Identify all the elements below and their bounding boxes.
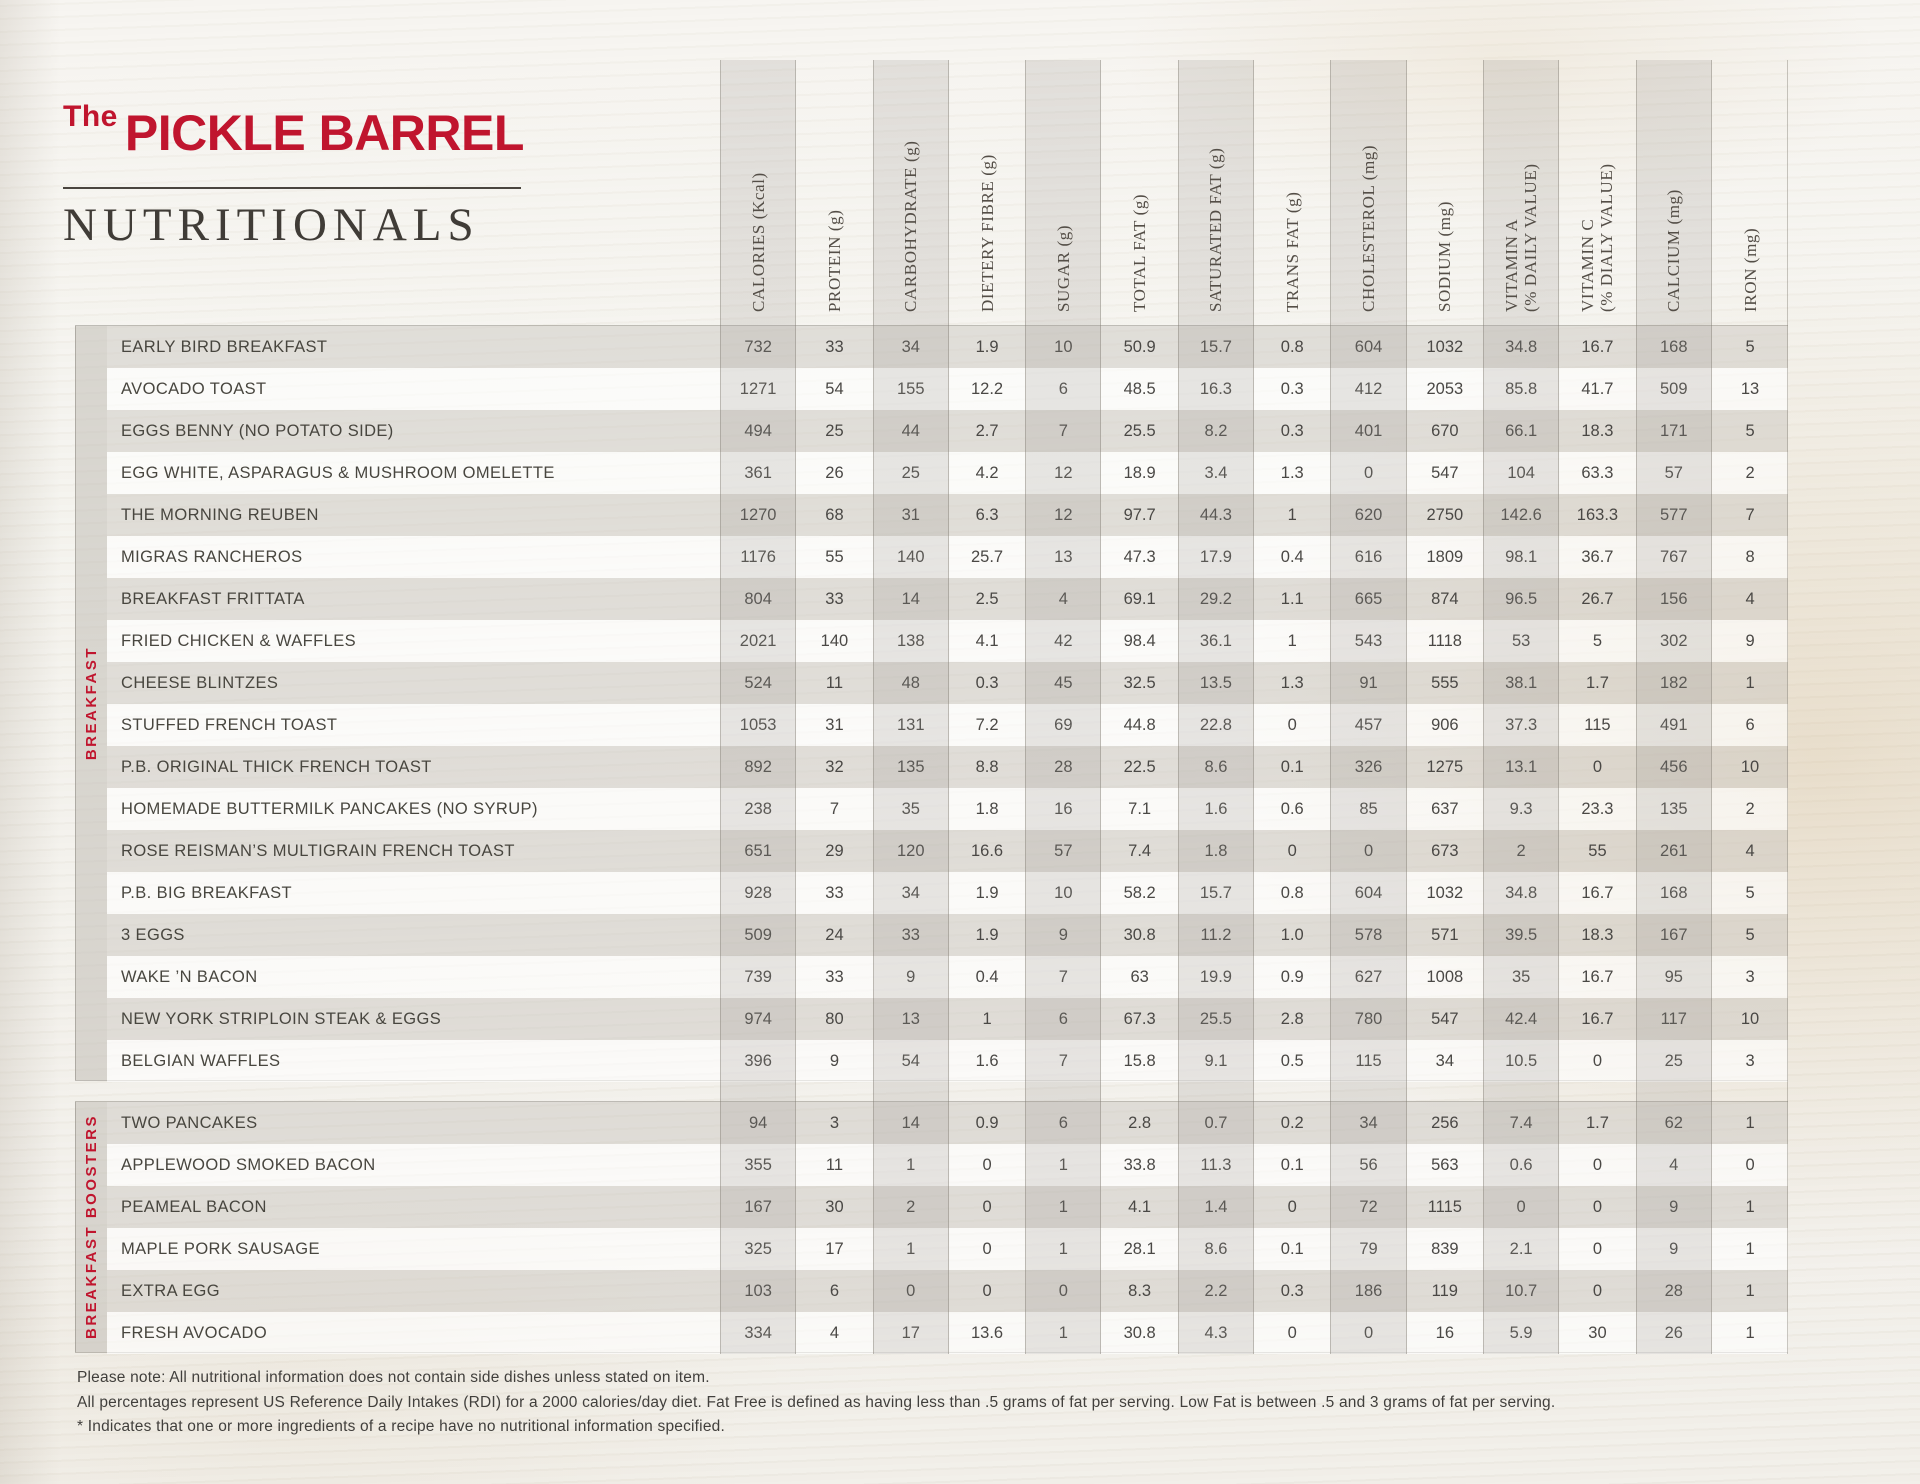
brand-wordmark: ThePICKLE BARREL [63, 86, 523, 177]
column-header-line: CARBOHYDRATE (g) [901, 60, 920, 312]
item-name: MIGRAS RANCHEROS [121, 536, 303, 578]
item-name: FRESH AVOCADO [121, 1312, 267, 1354]
item-name: ROSE REISMAN’S MULTIGRAIN FRENCH TOAST [121, 830, 515, 872]
item-name: P.B. ORIGINAL THICK FRENCH TOAST [121, 746, 432, 788]
brand-logo: ThePICKLE BARREL NUTRITIONALS [63, 86, 523, 252]
column-header-label: CHOLESTEROL (mg) [1359, 60, 1378, 312]
column-header-6: SATURATED FAT (g) [1178, 60, 1254, 312]
item-name: PEAMEAL BACON [121, 1186, 267, 1228]
item-name: WAKE ’N BACON [121, 956, 258, 998]
column-header-1: PROTEIN (g) [796, 60, 872, 312]
column-header-label: IRON (mg) [1741, 60, 1760, 312]
item-name: STUFFED FRENCH TOAST [121, 704, 337, 746]
column-header-line: SUGAR (g) [1054, 60, 1073, 312]
logo-divider [63, 187, 521, 189]
column-header-line: (% DAILY VALUE) [1521, 60, 1540, 312]
item-name: MAPLE PORK SAUSAGE [121, 1228, 320, 1270]
column-header-line: TRANS FAT (g) [1283, 60, 1302, 312]
footnote-line: All percentages represent US Reference D… [77, 1391, 1555, 1416]
item-name: AVOCADO TOAST [121, 368, 266, 410]
item-name: EXTRA EGG [121, 1270, 220, 1312]
column-header-line: VITAMIN C [1578, 60, 1597, 312]
column-header-label: PROTEIN (g) [825, 60, 844, 312]
column-header-line: SODIUM (mg) [1435, 60, 1454, 312]
item-name: BELGIAN WAFFLES [121, 1040, 280, 1082]
column-header-label: VITAMIN A(% DAILY VALUE) [1502, 60, 1540, 312]
section-label: BREAKFAST [83, 646, 100, 760]
column-header-line: CHOLESTEROL (mg) [1359, 60, 1378, 312]
column-header-line: DIETERY FIBRE (g) [978, 60, 997, 312]
column-header-label: SODIUM (mg) [1435, 60, 1454, 312]
item-name: TWO PANCAKES [121, 1102, 258, 1144]
column-header-4: SUGAR (g) [1025, 60, 1101, 312]
nutritionals-sheet: ThePICKLE BARREL NUTRITIONALS CALORIES (… [0, 0, 1920, 1484]
item-name: P.B. BIG BREAKFAST [121, 872, 292, 914]
brand-name: PICKLE BARREL [125, 105, 524, 161]
item-name: CHEESE BLINTZES [121, 662, 278, 704]
brand-prefix: The [63, 100, 118, 133]
column-header-line: (% DIALY VALUE) [1597, 60, 1616, 312]
item-name: EARLY BIRD BREAKFAST [121, 326, 327, 368]
column-header-label: VITAMIN C(% DIALY VALUE) [1578, 60, 1616, 312]
column-header-line: TOTAL FAT (g) [1130, 60, 1149, 312]
column-header-0: CALORIES (Kcal) [720, 60, 796, 312]
column-header-13: IRON (mg) [1712, 60, 1788, 312]
column-header-2: CARBOHYDRATE (g) [873, 60, 949, 312]
footnote-line: Please note: All nutritional information… [77, 1366, 1555, 1391]
item-name: NEW YORK STRIPLOIN STEAK & EGGS [121, 998, 441, 1040]
item-name: THE MORNING REUBEN [121, 494, 319, 536]
footnote-line: * Indicates that one or more ingredients… [77, 1415, 1555, 1440]
column-header-line: IRON (mg) [1741, 60, 1760, 312]
column-header-line: CALORIES (Kcal) [749, 60, 768, 312]
column-header-line: VITAMIN A [1502, 60, 1521, 312]
column-header-label: TOTAL FAT (g) [1130, 60, 1149, 312]
column-header-label: DIETERY FIBRE (g) [978, 60, 997, 312]
item-name: EGGS BENNY (NO POTATO SIDE) [121, 410, 394, 452]
column-header-label: CALORIES (Kcal) [749, 60, 768, 312]
column-header-label: SUGAR (g) [1054, 60, 1073, 312]
column-header-line: CALCIUM (mg) [1664, 60, 1683, 312]
column-header-10: VITAMIN A(% DAILY VALUE) [1483, 60, 1559, 312]
page-title: NUTRITIONALS [63, 198, 523, 252]
column-header-5: TOTAL FAT (g) [1102, 60, 1178, 312]
section-label: BREAKFAST BOOSTERS [83, 1114, 100, 1339]
column-header-label: SATURATED FAT (g) [1206, 60, 1225, 312]
column-header-7: TRANS FAT (g) [1254, 60, 1330, 312]
item-name: APPLEWOOD SMOKED BACON [121, 1144, 376, 1186]
section-label-band: BREAKFAST [75, 326, 107, 1080]
item-name: EGG WHITE, ASPARAGUS & MUSHROOM OMELETTE [121, 452, 555, 494]
item-name: FRIED CHICKEN & WAFFLES [121, 620, 356, 662]
column-header-3: DIETERY FIBRE (g) [949, 60, 1025, 312]
column-header-12: CALCIUM (mg) [1636, 60, 1712, 312]
footnotes: Please note: All nutritional information… [77, 1366, 1555, 1440]
column-header-11: VITAMIN C(% DIALY VALUE) [1559, 60, 1635, 312]
column-header-line: SATURATED FAT (g) [1206, 60, 1225, 312]
item-name: BREAKFAST FRITTATA [121, 578, 305, 620]
section-label-band: BREAKFAST BOOSTERS [75, 1102, 107, 1352]
column-header-line: PROTEIN (g) [825, 60, 844, 312]
column-header-label: TRANS FAT (g) [1283, 60, 1302, 312]
column-header-label: CARBOHYDRATE (g) [901, 60, 920, 312]
column-header-label: CALCIUM (mg) [1664, 60, 1683, 312]
column-header-8: CHOLESTEROL (mg) [1330, 60, 1406, 312]
item-name: HOMEMADE BUTTERMILK PANCAKES (NO SYRUP) [121, 788, 538, 830]
item-name: 3 EGGS [121, 914, 185, 956]
column-header-9: SODIUM (mg) [1407, 60, 1483, 312]
